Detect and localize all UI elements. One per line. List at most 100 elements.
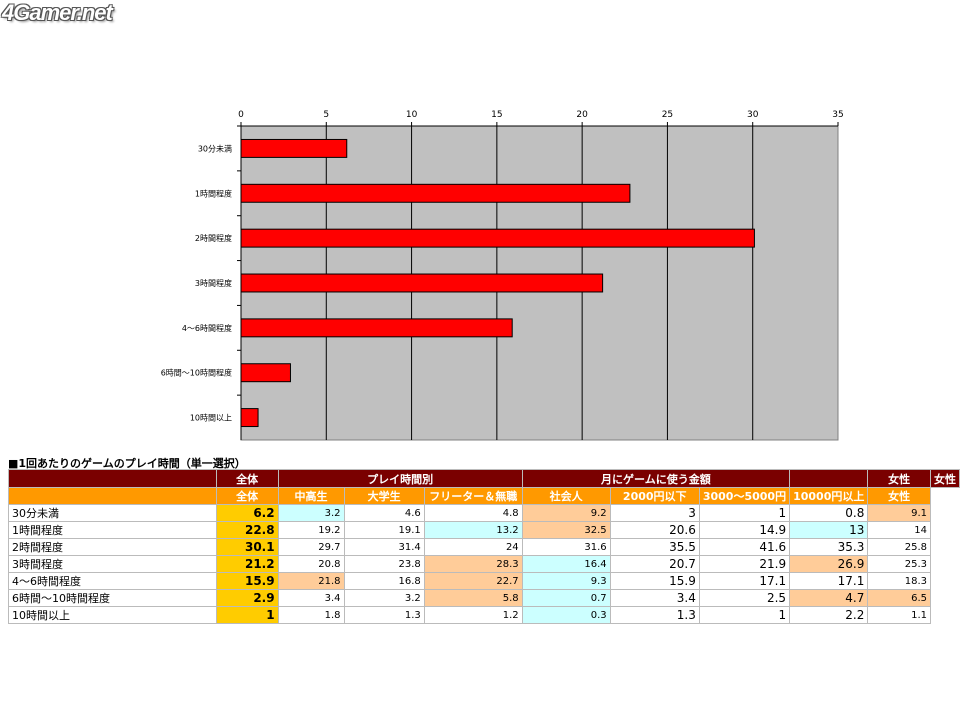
value-cell: 13: [789, 521, 869, 539]
total-cell: 15.9: [215, 572, 279, 590]
value-cell: 21.9: [698, 555, 791, 573]
x-tick-label: 35: [832, 110, 843, 120]
row-label: 10時間以上: [8, 606, 217, 624]
value-cell: 1.1: [867, 606, 931, 624]
x-tick-label: 20: [576, 110, 588, 120]
value-cell: 1.3: [343, 606, 425, 624]
bar: [240, 183, 631, 203]
column-header: フリーター＆無職: [423, 487, 523, 505]
value-cell: 16.4: [521, 555, 611, 573]
value-cell: 14.9: [698, 521, 791, 539]
category-label: 10時間以上: [190, 414, 232, 423]
value-cell: 0.8: [789, 504, 869, 522]
row-label: 6時間～10時間程度: [8, 589, 217, 607]
table-row: 3時間程度 21.2 20.8 23.8 28.3 16.4 20.7 21.9 26.9 25.…: [8, 555, 960, 573]
bar: [240, 363, 291, 383]
column-header: 2000円以下: [609, 487, 700, 505]
value-cell: 14: [867, 521, 931, 539]
value-cell: 18.3: [867, 572, 931, 590]
column-header: 10000円以上: [789, 487, 869, 505]
value-cell: 2.2: [789, 606, 869, 624]
category-label: 3時間程度: [195, 278, 232, 288]
table-row: 1時間程度 22.8 19.2 19.1 13.2 32.5 20.6 14.9 13 14: [8, 521, 960, 539]
value-cell: 3.4: [609, 589, 700, 607]
table-row: 10時間以上 1 1.8 1.3 1.2 0.3 1.3 1 2.2 1.1: [8, 606, 960, 624]
category-label: 30分未満: [198, 143, 232, 153]
value-cell: 3.2: [343, 589, 425, 607]
value-cell: 25.3: [867, 555, 931, 573]
value-cell: 1.2: [423, 606, 523, 624]
value-cell: 9.3: [521, 572, 611, 590]
row-label: 30分未満: [8, 504, 217, 522]
x-tick-label: 10: [406, 110, 418, 120]
table-row: 30分未満 6.2 3.2 4.6 4.8 9.2 3 1 0.8 9.1: [8, 504, 960, 522]
value-cell: 3: [609, 504, 700, 522]
column-header: 女性: [867, 487, 931, 505]
value-cell: 4.6: [343, 504, 425, 522]
value-cell: 22.7: [423, 572, 523, 590]
x-tick-label: 30: [747, 110, 759, 120]
value-cell: 3.4: [277, 589, 345, 607]
x-tick-label: 25: [662, 110, 673, 120]
value-cell: 4.8: [423, 504, 523, 522]
value-cell: 19.1: [343, 521, 425, 539]
group-header: 女性: [930, 469, 960, 488]
value-cell: 41.6: [698, 538, 791, 556]
value-cell: 1.8: [277, 606, 345, 624]
bar: [240, 138, 348, 158]
row-label: 2時間程度: [8, 538, 217, 556]
group-header: 全体: [215, 469, 279, 488]
value-cell: 5.8: [423, 589, 523, 607]
column-header: 全体: [215, 487, 279, 505]
x-tick-label: 0: [238, 110, 244, 120]
value-cell: 20.6: [609, 521, 700, 539]
category-label: 1時間程度: [195, 188, 232, 198]
total-cell: 21.2: [215, 555, 279, 573]
site-logo: 4Gamer.net: [2, 0, 113, 25]
value-cell: 2.5: [698, 589, 791, 607]
value-cell: 26.9: [789, 555, 869, 573]
value-cell: 24: [423, 538, 523, 556]
data-table: 全体 プレイ時間別 月にゲームに使う金額 女性 女性 全体 中高生 大学生 フリーター＆無職 社会…: [8, 469, 960, 624]
value-cell: 0.3: [521, 606, 611, 624]
value-cell: 31.6: [521, 538, 611, 556]
group-header: [789, 469, 869, 488]
column-header: [8, 487, 217, 505]
value-cell: 0.7: [521, 589, 611, 607]
value-cell: 31.4: [343, 538, 425, 556]
column-header: 大学生: [343, 487, 425, 505]
value-cell: 20.8: [277, 555, 345, 573]
row-label: 4～6時間程度: [8, 572, 217, 590]
header-row-1: 全体 プレイ時間別 月にゲームに使う金額 女性 女性: [8, 469, 960, 488]
total-cell: 22.8: [215, 521, 279, 539]
table-title: ■1回あたりのゲームのプレイ時間（単一選択）: [8, 457, 246, 470]
bar: [240, 273, 604, 293]
bar: [240, 408, 259, 428]
value-cell: 3.2: [277, 504, 345, 522]
total-cell: 30.1: [215, 538, 279, 556]
value-cell: 1: [698, 504, 791, 522]
value-cell: 1: [698, 606, 791, 624]
bar: [240, 228, 755, 248]
bar-chart: 0 5 10 15 20 25 30 35 30分未満 1時間程度 2時間程度 3時間程度 4～6時間程…: [161, 110, 844, 441]
value-cell: 29.7: [277, 538, 345, 556]
total-cell: 2.9: [215, 589, 279, 607]
value-cell: 4.7: [789, 589, 869, 607]
group-header: 月にゲームに使う金額: [521, 469, 791, 488]
value-cell: 17.1: [789, 572, 869, 590]
value-cell: 35.3: [789, 538, 869, 556]
value-cell: 20.7: [609, 555, 700, 573]
group-header: 女性: [867, 469, 931, 488]
column-header: 中高生: [277, 487, 345, 505]
value-cell: 19.2: [277, 521, 345, 539]
group-header: [8, 469, 217, 488]
category-label: 4～6時間程度: [182, 323, 232, 333]
table-row: 6時間～10時間程度 2.9 3.4 3.2 5.8 0.7 3.4 2.5 4.7 6.5: [8, 589, 960, 607]
header-row-2: 全体 中高生 大学生 フリーター＆無職 社会人 2000円以下 3000～5000円 1000…: [8, 487, 960, 505]
value-cell: 28.3: [423, 555, 523, 573]
row-label: 3時間程度: [8, 555, 217, 573]
column-header: 社会人: [521, 487, 611, 505]
bar: [240, 318, 513, 338]
value-cell: 21.8: [277, 572, 345, 590]
value-cell: 6.5: [867, 589, 931, 607]
